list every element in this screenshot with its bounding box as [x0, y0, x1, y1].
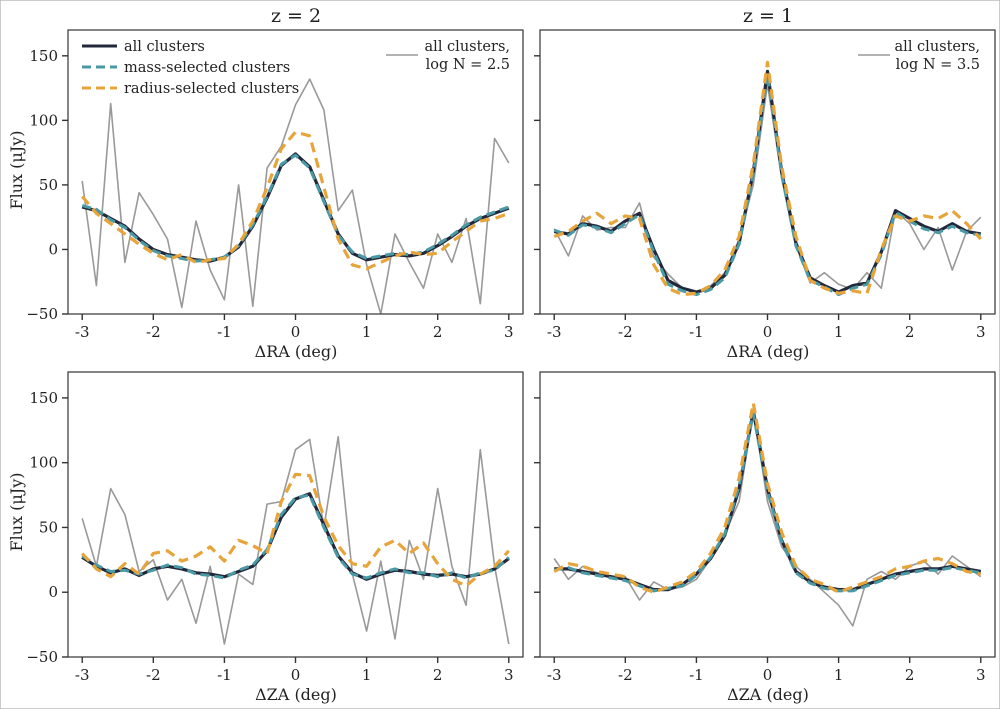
- x-tick-label: 2: [905, 323, 915, 341]
- series-line-mass: [553, 412, 982, 593]
- x-tick-label: -3: [547, 323, 562, 341]
- x-axis-label-z2-za: ΔZA (deg): [255, 685, 337, 704]
- panel-z1-za: -3 -2 -1 0 1 2 3: [534, 371, 996, 684]
- y-tick-label: 50: [39, 176, 58, 194]
- x-tick-label: 1: [834, 323, 844, 341]
- x-tick-label: -2: [146, 323, 161, 341]
- series-line-radius: [553, 60, 982, 297]
- series-line-noisy: [81, 78, 510, 314]
- x-tick-label: -1: [689, 666, 704, 684]
- panel-title-z1: z = 1: [743, 5, 793, 27]
- series-line-noisy: [81, 436, 510, 645]
- x-tick-label: 3: [976, 323, 986, 341]
- y-tick-label: 150: [29, 47, 58, 65]
- x-tick-label: 1: [834, 666, 844, 684]
- y-tick-label: 100: [29, 111, 58, 129]
- x-axis-label-z1-za: ΔZA (deg): [727, 685, 809, 704]
- y-axis-label-top: Flux (μJy): [7, 131, 26, 210]
- x-tick-label: 3: [504, 666, 514, 684]
- y-tick-label: 150: [29, 389, 58, 407]
- x-tick-label: 2: [905, 666, 915, 684]
- x-tick-label: -1: [689, 323, 704, 341]
- panel-title-z2: z = 2: [271, 5, 321, 27]
- series-line-radius: [81, 472, 510, 588]
- x-tick-label: -3: [75, 666, 90, 684]
- x-tick-label: 0: [763, 666, 773, 684]
- y-tick-label: 100: [29, 454, 58, 472]
- series-group: [553, 401, 982, 627]
- legend-label-all: all clusters: [124, 39, 205, 55]
- y-tick-label: −50: [26, 305, 58, 323]
- legend-label-radius: radius-selected clusters: [124, 81, 299, 97]
- y-tick-label: 0: [48, 583, 58, 601]
- x-axis-label-z1-ra: ΔRA (deg): [727, 342, 810, 361]
- noisy-legend-z2: all clusters, log N = 2.5: [386, 39, 510, 73]
- panel-z2-za: -3 -2 -1 0 1 2 3 −50 0 50 100 150: [26, 371, 524, 684]
- y-tick-label: 0: [48, 240, 58, 258]
- x-axis-label-z2-ra: ΔRA (deg): [255, 342, 338, 361]
- x-tick-label: 1: [362, 323, 372, 341]
- series-group: [553, 60, 982, 297]
- series-line-mass: [81, 493, 510, 580]
- series-group: [80, 78, 510, 314]
- x-tick-label: 3: [504, 323, 514, 341]
- x-tick-label: 0: [291, 323, 301, 341]
- series-line-all: [553, 69, 982, 294]
- panel-z2-ra: -3 -2 -1 0 1 2 3 −50 0 50 100 150: [26, 29, 524, 341]
- noisy-legend-line2-z1: log N = 3.5: [896, 57, 980, 73]
- x-tick-label: 2: [433, 323, 443, 341]
- y-tick-label: 50: [39, 518, 58, 536]
- x-tick-label: -3: [547, 666, 562, 684]
- panel-z1-ra: -3 -2 -1 0 1 2 3: [534, 29, 996, 341]
- x-tick-label: -1: [217, 323, 232, 341]
- series-line-mass: [81, 153, 510, 263]
- x-tick-label: 2: [433, 666, 443, 684]
- x-tick-label: -2: [618, 666, 633, 684]
- noisy-legend-line2-z2: log N = 2.5: [426, 57, 510, 73]
- x-tick-label: 0: [291, 666, 301, 684]
- series-line-radius: [553, 401, 982, 594]
- x-tick-label: 3: [976, 666, 986, 684]
- x-tick-label: 0: [763, 323, 773, 341]
- x-tick-label: -2: [146, 666, 161, 684]
- x-tick-label: -3: [75, 323, 90, 341]
- noisy-legend-line1-z1: all clusters,: [895, 39, 980, 55]
- legend: all clusters mass-selected clusters radi…: [82, 39, 299, 97]
- x-tick-label: 1: [362, 666, 372, 684]
- noisy-legend-z1: all clusters, log N = 3.5: [858, 39, 980, 73]
- x-tick-label: -2: [618, 323, 633, 341]
- y-tick-label: −50: [26, 648, 58, 666]
- legend-label-mass: mass-selected clusters: [124, 60, 290, 76]
- series-group: [81, 436, 510, 645]
- y-axis-label-bottom: Flux (μJy): [7, 473, 26, 552]
- noisy-legend-line1-z2: all clusters,: [425, 39, 510, 55]
- x-tick-label: -1: [217, 666, 232, 684]
